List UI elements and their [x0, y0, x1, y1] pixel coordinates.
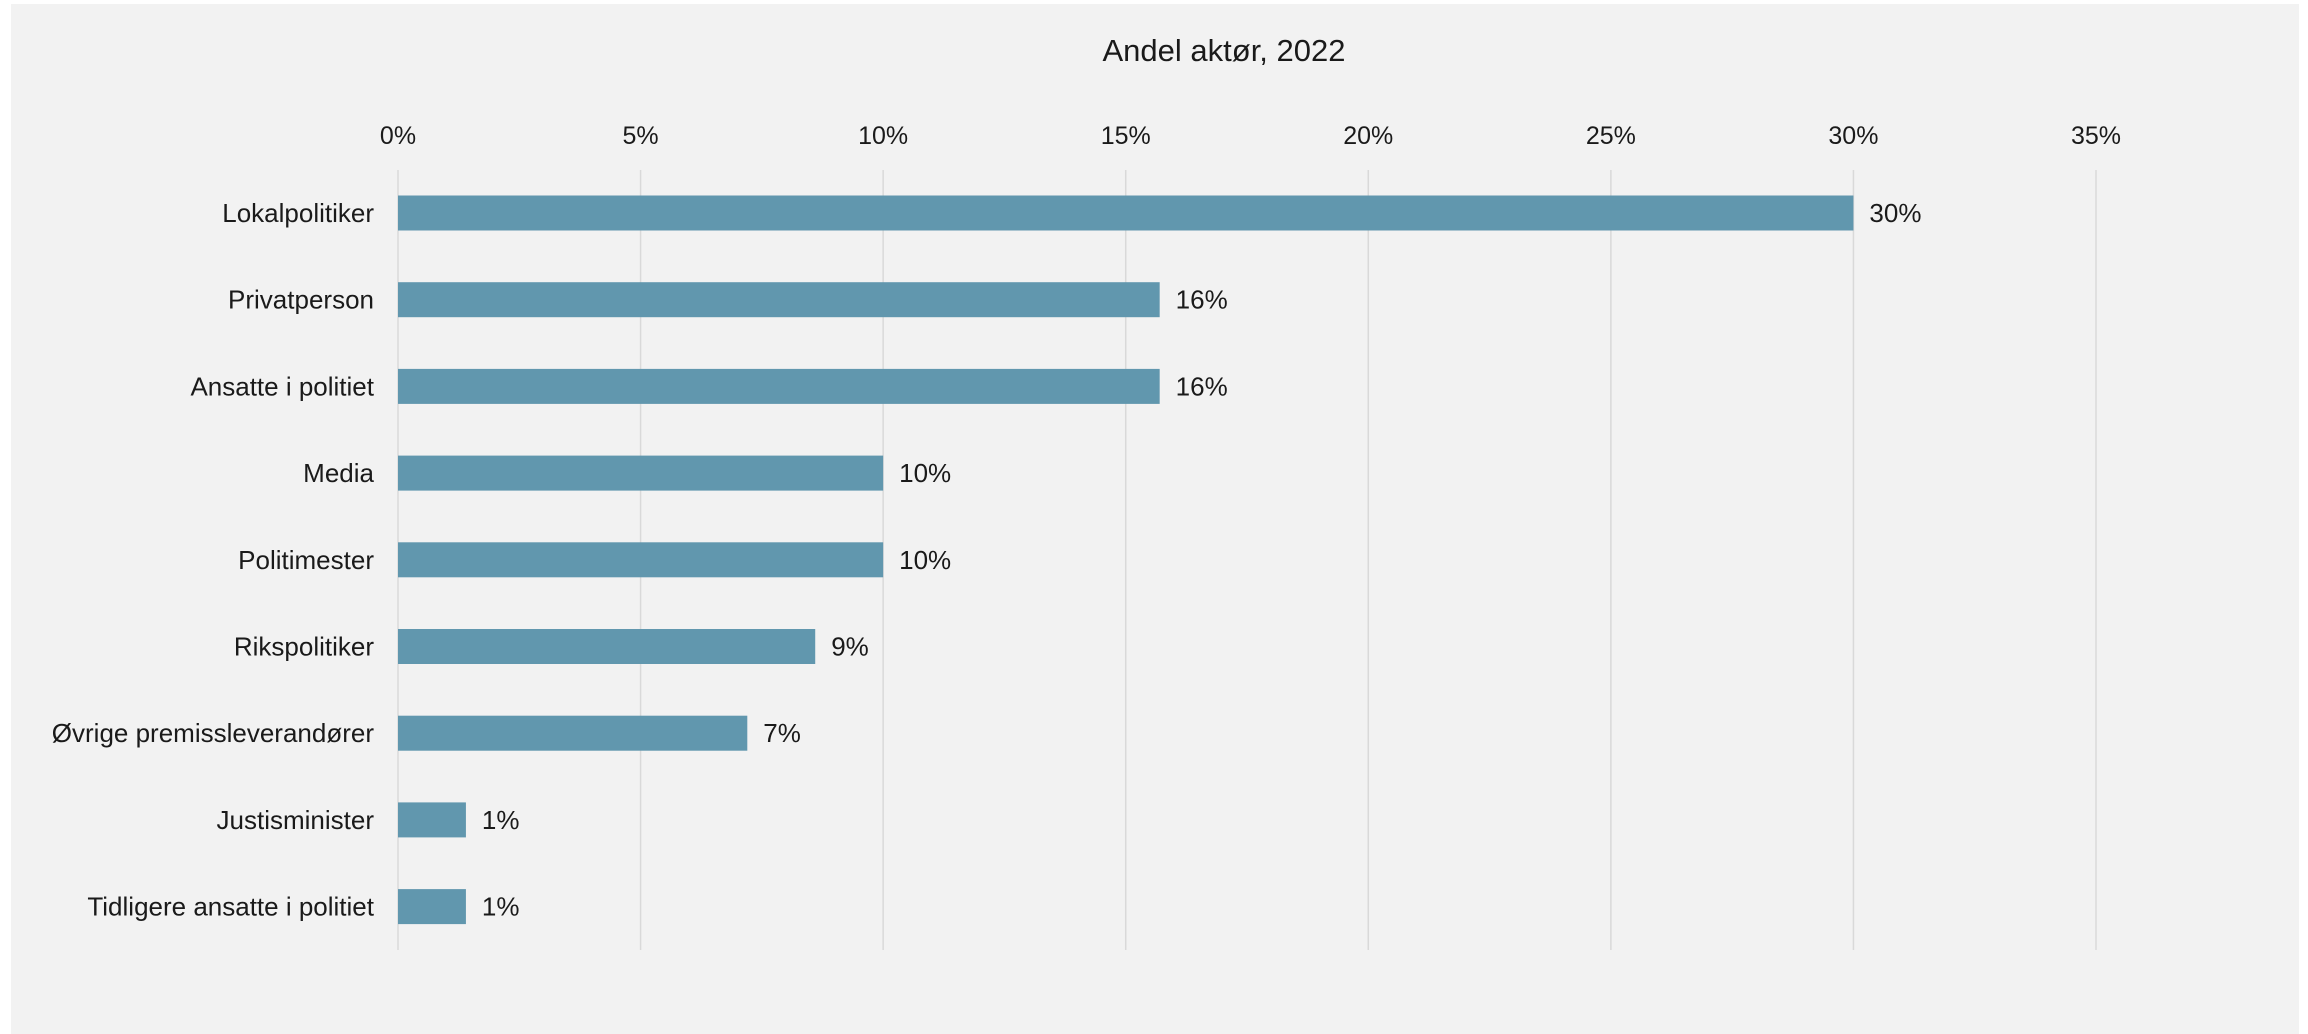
category-label: Øvrige premissleverandører — [52, 718, 375, 748]
x-tick-label: 15% — [1101, 122, 1151, 150]
data-label: 16% — [1176, 285, 1228, 315]
category-label: Ansatte i politiet — [190, 371, 374, 401]
category-label: Justisminister — [217, 805, 375, 835]
category-label: Tidligere ansatte i politiet — [87, 892, 374, 922]
bar — [398, 889, 466, 925]
bars — [398, 195, 1854, 925]
bar — [398, 195, 1854, 231]
x-tick-label: 35% — [2071, 122, 2121, 150]
category-label: Lokalpolitiker — [222, 198, 374, 228]
chart-panel — [11, 4, 2299, 1034]
data-labels: 30% 16% 16% 10% 10% 9% 7% 1% 1% — [482, 198, 1922, 922]
category-label: Politimester — [238, 545, 374, 575]
data-label: 10% — [899, 458, 951, 488]
bar — [398, 368, 1160, 404]
x-tick-label: 5% — [623, 122, 659, 150]
x-tick-label: 20% — [1343, 122, 1393, 150]
data-label: 7% — [763, 718, 801, 748]
category-labels: Lokalpolitiker Privatperson Ansatte i poli… — [52, 198, 375, 922]
data-label: 9% — [831, 632, 869, 662]
bar — [398, 802, 466, 838]
bar — [398, 629, 816, 664]
data-label: 1% — [482, 805, 520, 835]
bar — [398, 282, 1160, 318]
category-label: Privatperson — [228, 285, 374, 315]
bar — [398, 542, 884, 578]
bar — [398, 455, 884, 491]
data-label: 10% — [899, 545, 951, 575]
chart-title: Andel aktør, 2022 — [1103, 33, 1346, 68]
x-axis-ticks: 0% 5% 10% 15% 20% 25% 30% 35% — [380, 122, 2121, 150]
data-label: 1% — [482, 892, 520, 922]
category-label: Media — [303, 458, 374, 488]
data-label: 16% — [1176, 371, 1228, 401]
data-label: 30% — [1869, 198, 1921, 228]
category-label: Rikspolitiker — [234, 632, 374, 662]
x-tick-label: 0% — [380, 122, 416, 150]
bar — [398, 715, 748, 751]
x-tick-label: 30% — [1828, 122, 1878, 150]
x-tick-label: 25% — [1586, 122, 1636, 150]
x-tick-label: 10% — [858, 122, 908, 150]
